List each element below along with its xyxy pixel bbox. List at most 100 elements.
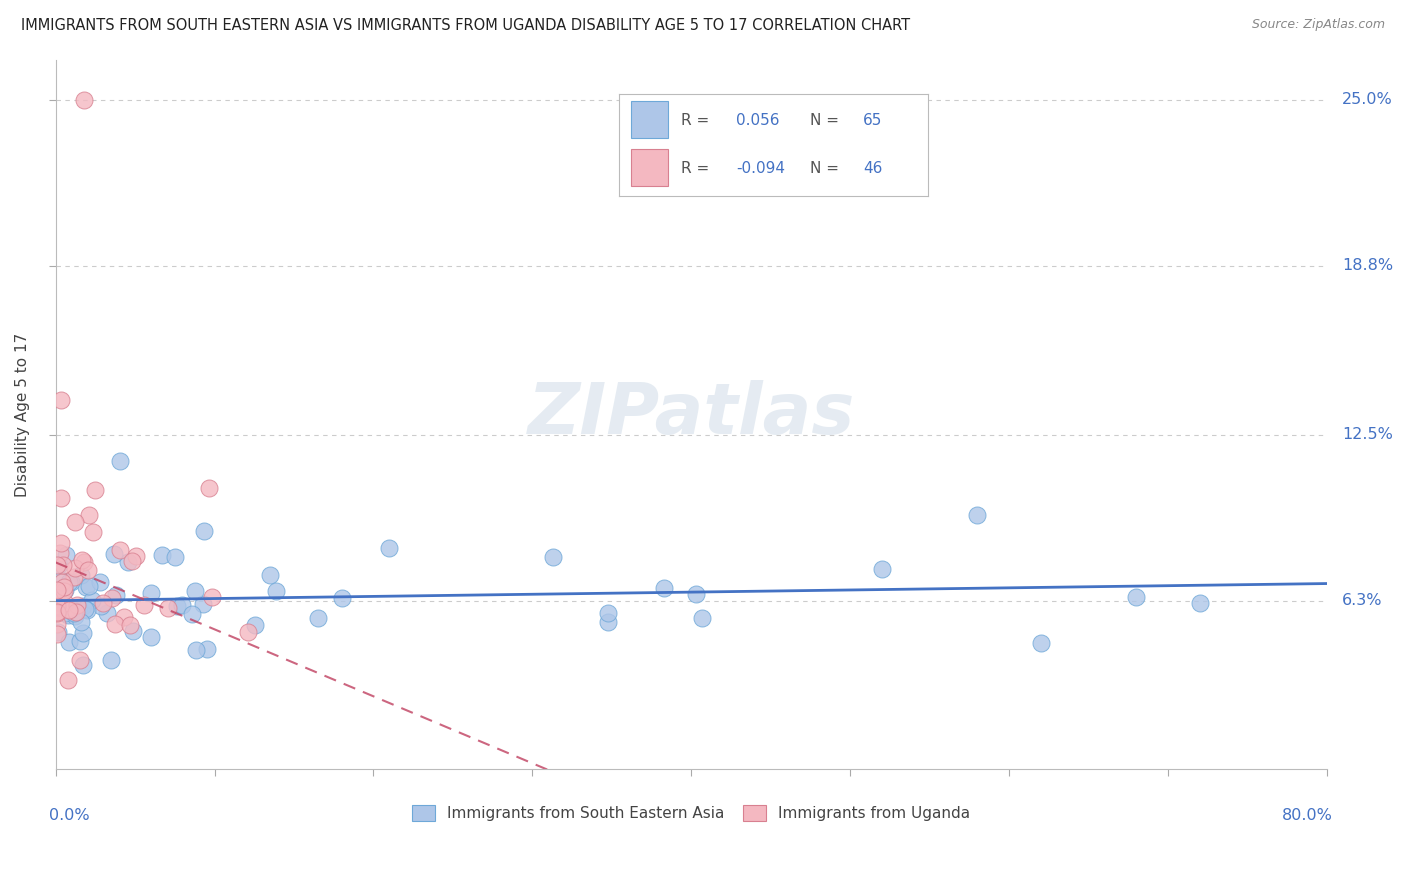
Point: [191, 597, 214, 611]
Text: 12.5%: 12.5%: [1343, 427, 1393, 442]
Point: [46, 599, 69, 613]
Point: [53, 606, 76, 620]
Point: [243, 618, 266, 632]
Point: [46, 558, 69, 573]
Point: [51, 491, 73, 505]
Point: [48, 558, 70, 572]
Point: [104, 588, 127, 602]
Text: 6.3%: 6.3%: [1343, 593, 1382, 608]
Point: [101, 591, 124, 606]
Point: [69, 634, 91, 648]
Point: [966, 508, 988, 522]
Point: [1029, 636, 1052, 650]
Point: [125, 549, 148, 564]
Point: [84, 483, 107, 497]
Bar: [631, 101, 668, 137]
Point: [82, 592, 104, 607]
Point: [100, 653, 122, 667]
Point: [103, 547, 125, 561]
Point: [377, 541, 399, 555]
Point: [65, 561, 87, 575]
Point: [46, 617, 69, 632]
Point: [63, 602, 86, 616]
Point: [141, 630, 163, 644]
Point: [70, 615, 93, 630]
Point: [108, 542, 131, 557]
Point: [332, 591, 354, 606]
Point: [46, 605, 69, 619]
Point: [596, 615, 619, 629]
Point: [652, 581, 675, 595]
Point: [685, 586, 707, 600]
Point: [56, 602, 79, 616]
Point: [46, 595, 69, 609]
Point: [76, 563, 98, 577]
Point: [49, 392, 72, 407]
Bar: [631, 149, 668, 186]
Point: [122, 624, 145, 638]
Point: [46, 606, 69, 620]
Point: [67, 600, 90, 615]
Point: [72, 599, 94, 614]
Point: [90, 599, 112, 614]
Point: [46, 627, 69, 641]
Point: [150, 548, 173, 562]
Text: 80.0%: 80.0%: [1282, 808, 1333, 823]
Point: [75, 580, 97, 594]
Text: 18.8%: 18.8%: [1343, 259, 1393, 273]
Point: [89, 575, 111, 590]
Point: [96, 606, 118, 620]
Text: N =: N =: [810, 161, 839, 176]
Point: [52, 584, 75, 599]
Point: [201, 590, 224, 604]
Point: [117, 555, 139, 569]
Point: [59, 574, 82, 589]
Point: [49, 546, 72, 560]
Point: [156, 601, 179, 615]
Point: [184, 583, 207, 598]
Point: [598, 606, 620, 620]
Point: [181, 607, 204, 622]
Point: [170, 598, 193, 612]
Text: IMMIGRANTS FROM SOUTH EASTERN ASIA VS IMMIGRANTS FROM UGANDA DISABILITY AGE 5 TO: IMMIGRANTS FROM SOUTH EASTERN ASIA VS IM…: [21, 18, 910, 33]
Point: [104, 616, 127, 631]
Point: [193, 524, 215, 538]
Point: [870, 562, 893, 576]
Point: [163, 549, 186, 564]
Point: [46, 605, 69, 619]
Point: [77, 508, 100, 522]
Point: [134, 599, 156, 613]
Text: R =: R =: [681, 161, 709, 176]
Point: [195, 642, 218, 657]
Point: [52, 558, 75, 573]
Point: [166, 599, 188, 613]
Point: [236, 624, 259, 639]
Point: [58, 634, 80, 648]
Point: [56, 673, 79, 687]
Text: Source: ZipAtlas.com: Source: ZipAtlas.com: [1251, 18, 1385, 31]
Point: [72, 657, 94, 672]
Point: [69, 567, 91, 582]
Point: [120, 617, 142, 632]
Point: [69, 653, 91, 667]
Point: [65, 606, 87, 620]
Point: [55, 548, 77, 562]
Point: [73, 555, 96, 569]
Point: [49, 535, 72, 549]
Text: ZIPatlas: ZIPatlas: [527, 380, 855, 449]
Point: [58, 603, 80, 617]
Point: [62, 606, 84, 620]
Point: [53, 596, 76, 610]
Point: [76, 603, 98, 617]
Text: 46: 46: [863, 161, 883, 176]
Point: [82, 525, 104, 540]
Point: [259, 568, 281, 582]
Point: [541, 550, 564, 565]
Point: [198, 481, 221, 495]
Point: [79, 579, 101, 593]
Y-axis label: Disability Age 5 to 17: Disability Age 5 to 17: [15, 333, 30, 497]
Text: 0.056: 0.056: [737, 112, 780, 128]
Text: 65: 65: [863, 112, 883, 128]
Point: [307, 611, 329, 625]
Point: [56, 608, 79, 623]
